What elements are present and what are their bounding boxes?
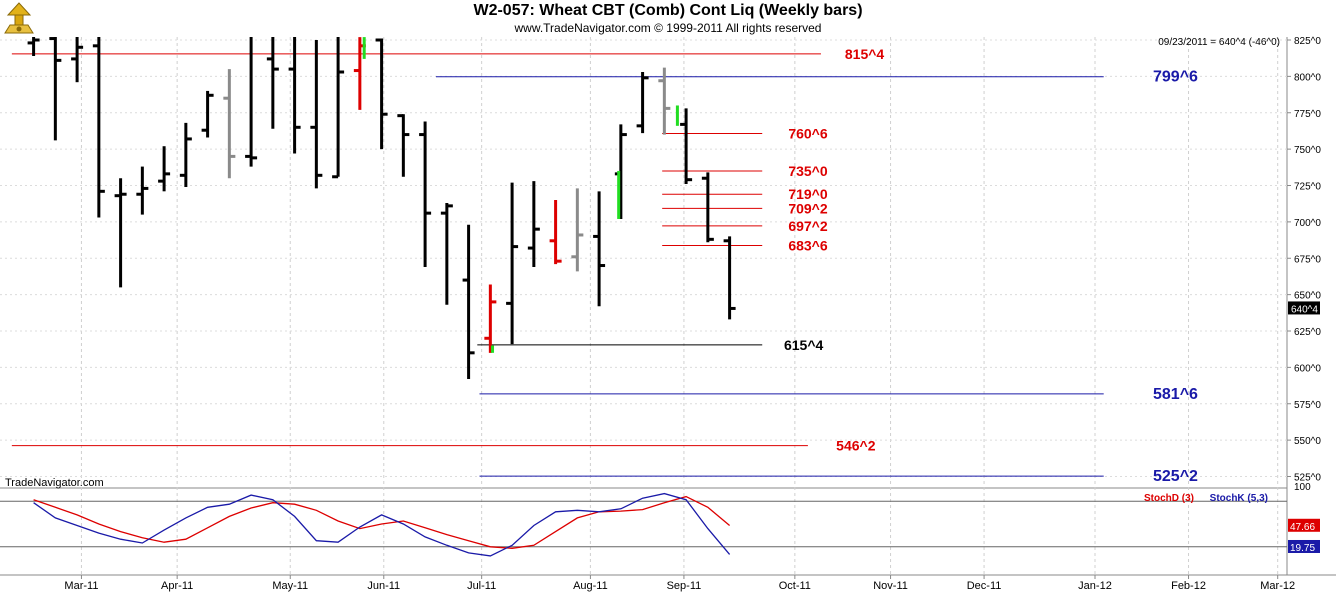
ohlc-bar (701, 172, 714, 243)
x-tick-label: Oct-11 (779, 580, 811, 592)
x-tick-label: Jun-11 (367, 580, 400, 592)
ohlc-bar (419, 121, 432, 267)
stoch-last-label: 47.66 (1290, 522, 1315, 533)
y-tick-label: 525^0 (1294, 473, 1321, 484)
ohlc-bar (201, 90, 214, 138)
tradenavigator-logo-icon (4, 2, 34, 34)
stoch-last-tag (1288, 518, 1320, 532)
y-tick-label: 775^0 (1294, 109, 1321, 120)
ohlc-bar (136, 166, 149, 215)
ohlc-bar (549, 200, 562, 265)
chart-title: W2-057: Wheat CBT (Comb) Cont Liq (Weekl… (473, 2, 863, 19)
level-label: 799^6 (1153, 69, 1198, 86)
y-tick-label: 800^0 (1294, 72, 1321, 83)
ohlc-bar (614, 124, 627, 219)
ohlc-bar (484, 284, 497, 353)
stoch-series-line (33, 492, 731, 557)
y-tick-label: 650^0 (1294, 291, 1321, 302)
last-price-label: 640^4 (1291, 304, 1318, 315)
y-tick-label: 825^0 (1294, 36, 1321, 47)
ohlc-bar (375, 38, 388, 150)
ohlc-bar (310, 40, 323, 189)
y-tick-label: 725^0 (1294, 182, 1321, 193)
last-price-status: 09/23/2011 = 640^4 (-46^0) (1158, 37, 1280, 48)
ohlc-bar (266, 37, 279, 129)
stochastic-pane: 100 47.66 19.75 StochD (3) StochK (5,3) (0, 482, 1320, 557)
y-tick-label: 750^0 (1294, 145, 1321, 156)
level-label: 546^2 (836, 438, 876, 454)
stoch-last-tag (1288, 539, 1320, 553)
ohlc-bar (27, 37, 40, 57)
ohlc-bar (179, 122, 192, 187)
y-tick-label: 550^0 (1294, 436, 1321, 447)
ohlc-bar (71, 37, 84, 83)
ohlc-bar (440, 202, 453, 305)
ohlc-bar (506, 182, 519, 345)
ohlc-bar (288, 37, 301, 154)
x-tick-label: Nov-11 (873, 580, 908, 592)
y-tick-label: 675^0 (1294, 254, 1321, 265)
level-label: 525^2 (1153, 468, 1198, 485)
level-label: 719^0 (788, 186, 828, 202)
ohlc-bar (245, 37, 258, 167)
copyright-subtitle: www.TradeNavigator.com © 1999-2011 All r… (514, 21, 822, 35)
level-label: 815^4 (845, 46, 885, 62)
ohlc-bar (462, 224, 475, 380)
x-tick-label: Aug-11 (573, 580, 608, 592)
ohlc-bar (223, 69, 236, 179)
ohlc-bar (49, 37, 62, 141)
ohlc-bar (527, 181, 540, 267)
ohlc-bar (593, 191, 606, 307)
x-tick-label: Dec-11 (967, 580, 1002, 592)
ohlc-bar (114, 178, 127, 288)
level-label: 615^4 (784, 337, 824, 353)
level-label: 760^6 (788, 125, 828, 141)
x-tick-label: Feb-12 (1171, 580, 1206, 592)
x-tick-label: May-11 (272, 580, 308, 592)
x-tick-label: Mar-11 (64, 580, 98, 592)
ohlc-bar (571, 188, 584, 272)
x-tick-label: Jul-11 (467, 580, 496, 592)
stoch-y-label: 100 (1294, 482, 1311, 493)
stoch-d-legend: StochD (3) (1144, 493, 1194, 504)
x-tick-label: Sep-11 (667, 580, 702, 592)
ohlc-bar (658, 67, 671, 135)
ohlc-bar (680, 108, 693, 185)
level-label: 683^6 (788, 238, 828, 254)
ohlc-bar (332, 37, 345, 179)
stoch-last-label: 19.75 (1290, 543, 1315, 554)
stoch-k-legend: StochK (5,3) (1210, 493, 1268, 504)
last-price-tag (1288, 301, 1320, 315)
watermark-label: TradeNavigator.com (5, 477, 104, 489)
stoch-series-line (33, 495, 731, 549)
ohlc-bar (636, 72, 649, 134)
ohlc-bar (158, 146, 171, 192)
ohlc-bar (723, 236, 736, 320)
y-tick-label: 575^0 (1294, 400, 1321, 411)
y-tick-label: 600^0 (1294, 363, 1321, 374)
level-label: 735^0 (788, 163, 828, 179)
x-tick-label: Jan-12 (1078, 580, 1112, 592)
ohlc-bar (397, 114, 410, 177)
ohlc-bars (27, 37, 736, 380)
y-tick-label: 700^0 (1294, 218, 1321, 229)
time-axis: Mar-11 Apr-11 May-11 Jun-11 Jul-11 Aug-11 Sep-… (64, 575, 1295, 592)
y-tick-label: 625^0 (1294, 327, 1321, 338)
level-label: 709^2 (788, 200, 828, 216)
level-label: 581^6 (1153, 386, 1198, 403)
x-tick-label: Apr-11 (161, 580, 193, 592)
x-tick-label: Mar-12 (1260, 580, 1295, 592)
ohlc-bar (92, 37, 105, 218)
chart-header: W2-057: Wheat CBT (Comb) Cont Liq (Weekl… (0, 0, 1336, 37)
level-label: 697^2 (788, 218, 828, 234)
price-axis: 825^0 800^0 775^0 750^0 725^0 700^0 675^0 650^0… (1287, 36, 1321, 484)
